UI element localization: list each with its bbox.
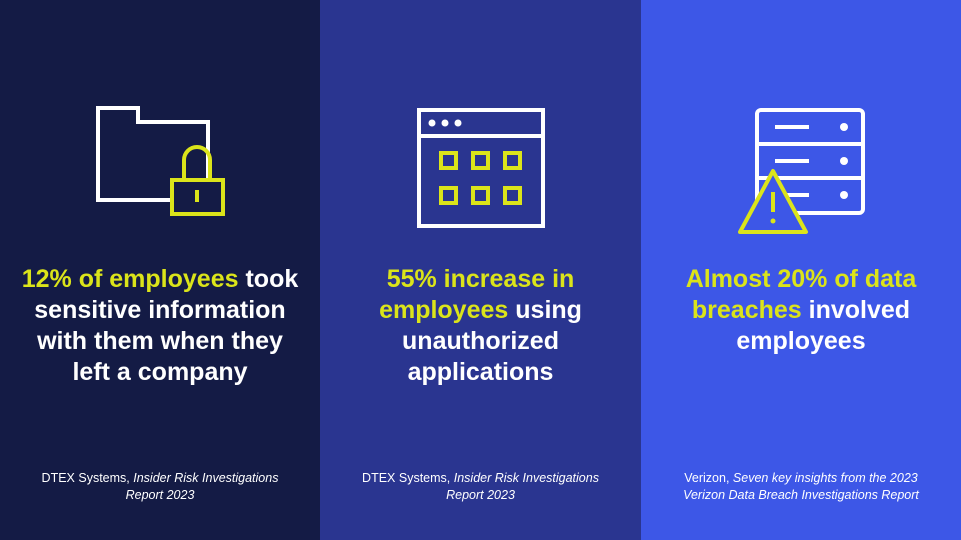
source: Verizon, Seven key insights from the 202…: [671, 470, 931, 504]
stat-panel: Almost 20% of data breaches involved emp…: [641, 0, 961, 540]
statement: involved employees: [736, 296, 911, 355]
highlight: Almost 20% of data breaches: [685, 265, 917, 324]
source-name: Verizon,: [684, 471, 730, 485]
server-warning-icon: [738, 108, 865, 234]
headline: 12% of employees took sensitive informat…: [20, 264, 300, 388]
source-title: Insider Risk Investigations Report 2023: [446, 471, 599, 502]
source-title: Seven key insights from the 2023 Verizon…: [683, 471, 919, 502]
folder-lock-icon: [96, 106, 225, 216]
highlight: 12% of employees: [21, 265, 239, 293]
stat-panel: 12% of employees took sensitive informat…: [0, 0, 320, 540]
source-title: Insider Risk Investigations Report 2023: [125, 471, 279, 502]
source: DTEX Systems, Insider Risk Investigation…: [30, 470, 290, 504]
source-name: DTEX Systems,: [41, 471, 130, 485]
source-name: DTEX Systems,: [362, 471, 451, 485]
app-window-icon: [417, 108, 545, 228]
highlight: 55% increase in employees: [379, 265, 575, 324]
statement: using unauthorized applications: [402, 296, 582, 386]
statement: took sensitive information with them whe…: [34, 265, 299, 386]
headline: 55% increase in employees using unauthor…: [340, 264, 621, 388]
headline: Almost 20% of data breaches involved emp…: [661, 264, 941, 357]
stat-panel: 55% increase in employees using unauthor…: [320, 0, 641, 540]
source: DTEX Systems, Insider Risk Investigation…: [350, 470, 611, 504]
